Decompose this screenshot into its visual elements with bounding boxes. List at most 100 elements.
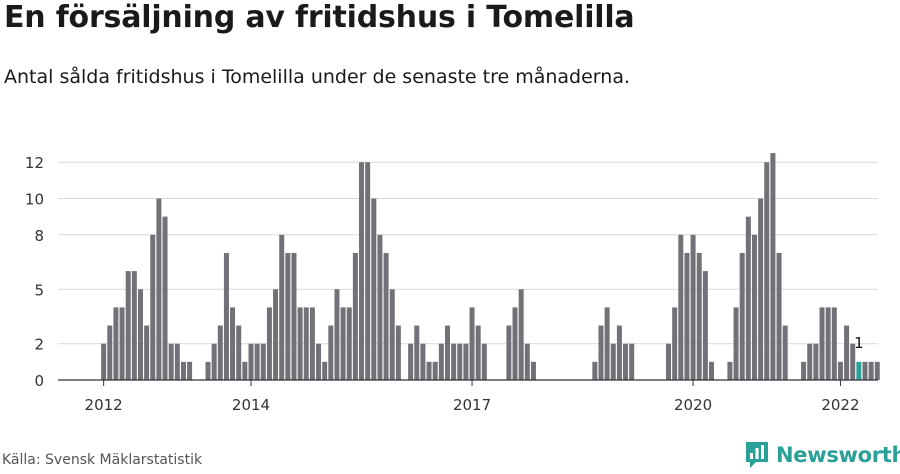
- bar: [236, 325, 242, 380]
- bar: [242, 361, 248, 380]
- bar: [414, 325, 420, 380]
- x-tick-label: 2014: [232, 396, 270, 414]
- bar: [438, 343, 444, 380]
- bar: [230, 307, 236, 380]
- x-axis-labels: 2012 2014 2017 2020 2022: [85, 396, 860, 414]
- bar: [223, 252, 229, 380]
- brand-name: Newsworthy: [776, 443, 900, 467]
- bar: [131, 271, 137, 380]
- bar: [666, 343, 672, 380]
- bar: [518, 289, 524, 380]
- bar: [101, 343, 107, 380]
- bar: [254, 343, 260, 380]
- chart-subtitle: Antal sålda fritidshus i Tomelilla under…: [4, 66, 631, 88]
- bar: [426, 361, 432, 380]
- y-tick-label: 2: [34, 336, 44, 354]
- brand-logo: Newsworthy: [744, 440, 900, 470]
- bar: [463, 343, 469, 380]
- bar: [506, 325, 512, 380]
- bar: [733, 307, 739, 380]
- source-note: Källa: Svensk Mäklarstatistik: [2, 452, 203, 468]
- bar: [187, 361, 193, 380]
- bar: [107, 325, 113, 380]
- bar: [248, 343, 254, 380]
- bar: [144, 325, 150, 380]
- bar: [211, 343, 217, 380]
- bar: [807, 343, 813, 380]
- bar: [273, 289, 279, 380]
- bar: [297, 307, 303, 380]
- bar: [408, 343, 414, 380]
- bar: [623, 343, 629, 380]
- bar: [469, 307, 475, 380]
- bar: [340, 307, 346, 380]
- bar: [309, 307, 315, 380]
- bar: [868, 361, 874, 380]
- bar: [850, 343, 856, 380]
- bar: [825, 307, 831, 380]
- bar: [629, 343, 635, 380]
- bar: [751, 234, 757, 380]
- bar: [285, 252, 291, 380]
- bar: [530, 361, 536, 380]
- bar: [316, 343, 322, 380]
- bar: [303, 307, 309, 380]
- x-tick-label: 2012: [85, 396, 123, 414]
- bar: [371, 198, 377, 380]
- x-tick-label: 2022: [821, 396, 859, 414]
- annotations: 1: [854, 334, 864, 352]
- bar: [395, 325, 401, 380]
- bar: [739, 252, 745, 380]
- x-axis: [58, 379, 878, 386]
- bar: [862, 361, 868, 380]
- bar-highlight: [856, 361, 862, 380]
- bar: [322, 361, 328, 380]
- bar: [113, 307, 119, 380]
- bar: [598, 325, 604, 380]
- y-tick-label: 5: [34, 281, 44, 299]
- bar: [279, 234, 285, 380]
- bar: [801, 361, 807, 380]
- y-axis-labels: 0 2 5 8 10 12: [25, 154, 44, 390]
- bar: [874, 361, 880, 380]
- bar: [266, 307, 272, 380]
- bar: [420, 343, 426, 380]
- bar: [481, 343, 487, 380]
- bar: [813, 343, 819, 380]
- newsworthy-logo-icon: [746, 442, 768, 468]
- bar: [678, 234, 684, 380]
- bar: [432, 361, 438, 380]
- bar: [444, 325, 450, 380]
- bar: [125, 271, 131, 380]
- bar: [137, 289, 143, 380]
- bar: [334, 289, 340, 380]
- bar: [451, 343, 457, 380]
- bar: [383, 252, 389, 380]
- bar: [764, 162, 770, 380]
- bar: [604, 307, 610, 380]
- bar: [352, 252, 358, 380]
- bar: [782, 325, 788, 380]
- bar: [524, 343, 530, 380]
- bar: [770, 153, 776, 380]
- bar: [260, 343, 266, 380]
- y-tick-label: 8: [34, 227, 44, 245]
- bar: [709, 361, 714, 380]
- bar: [291, 252, 297, 380]
- bar: [457, 343, 463, 380]
- bar: [684, 252, 690, 380]
- bar: [745, 216, 751, 380]
- bar: [205, 361, 211, 380]
- bar: [702, 271, 708, 380]
- bar: [365, 162, 371, 380]
- bar: [150, 234, 156, 380]
- bar: [727, 361, 733, 380]
- bar: [174, 343, 180, 380]
- bar: [475, 325, 481, 380]
- bar: [328, 325, 334, 380]
- bar: [359, 162, 365, 380]
- bar: [346, 307, 352, 380]
- bar: [776, 252, 782, 380]
- bar: [844, 325, 850, 380]
